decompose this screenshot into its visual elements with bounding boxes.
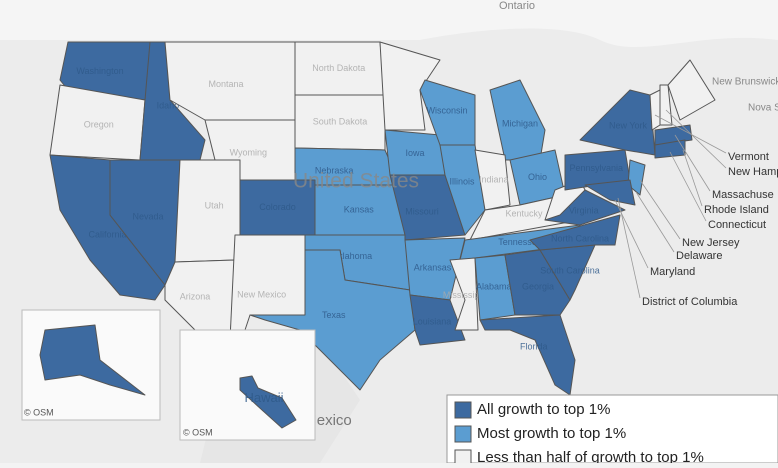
- legend-label: All growth to top 1%: [477, 401, 610, 418]
- state: [39, 324, 146, 396]
- state-label: Nevada: [132, 211, 163, 221]
- state: [249, 249, 416, 391]
- state-label: Michigan: [502, 118, 538, 128]
- leader-line: [617, 197, 641, 299]
- state-label: California: [88, 229, 126, 239]
- state-label: Texas: [322, 310, 346, 320]
- state-label: Colorado: [259, 202, 296, 212]
- state: [449, 257, 479, 331]
- state-label: Pennsylvania: [569, 163, 623, 173]
- state: [504, 249, 571, 316]
- leader-line: [614, 199, 649, 269]
- state-label: Wyoming: [230, 148, 267, 158]
- annotation: New Hamps: [728, 166, 778, 178]
- state: [659, 84, 673, 126]
- state-label: Louisiana: [413, 316, 452, 326]
- state-label: Wisconsin: [426, 105, 467, 115]
- state-label: Alabama: [476, 281, 512, 291]
- state-label: North Carolina: [551, 233, 609, 243]
- leader-line: [674, 134, 711, 192]
- state: [389, 174, 466, 241]
- state-label: Kansas: [344, 204, 375, 214]
- legend-label: Most growth to top 1%: [477, 425, 626, 442]
- legend: [446, 394, 778, 464]
- state: [409, 294, 466, 346]
- legend-items: All growth to top 1% Most growth to top 1…: [454, 401, 704, 467]
- annotation: New Jersey: [682, 237, 740, 249]
- annotation: Maryland: [650, 266, 695, 278]
- state-label: Tennessee: [498, 237, 542, 247]
- leader-line: [639, 179, 681, 240]
- state: [174, 159, 241, 263]
- canada: [0, 0, 778, 48]
- state-label: Missouri: [405, 206, 439, 216]
- legend-swatch: [454, 425, 472, 443]
- state-label: New Mexico: [237, 289, 286, 299]
- state-label: Indiana: [479, 174, 509, 184]
- state: [667, 59, 716, 121]
- legend-label: Less than half of growth to top 1%: [477, 449, 704, 463]
- state-label: Oklahoma: [331, 251, 372, 261]
- state-label: Mississippi: [443, 290, 487, 300]
- state-label: Florida: [520, 341, 548, 351]
- annotations: Vermont New Hamps Massachuse Rhode Island Co…: [614, 77, 778, 308]
- state-label: Virginia: [569, 206, 599, 216]
- state: [489, 79, 546, 161]
- leader-line: [635, 191, 675, 253]
- state-label: Ohio: [528, 172, 547, 182]
- place-label: Ontario: [499, 0, 535, 12]
- state-label: Kentucky: [505, 208, 543, 218]
- leader-line: [665, 109, 727, 169]
- state: [239, 375, 297, 429]
- state-label: Arkansas: [414, 263, 452, 273]
- state-label: Arizona: [180, 291, 211, 301]
- state-label: Illinois: [449, 176, 475, 186]
- state-label: Nebraska: [315, 166, 354, 176]
- state-label: Oregon: [84, 119, 114, 129]
- states: Washington Oregon California Nevada Idaho Mon…: [49, 41, 716, 396]
- annotation: District of Columbia: [642, 296, 738, 308]
- state-label: Iowa: [405, 148, 424, 158]
- state: [529, 214, 621, 251]
- legend-swatch: [454, 449, 472, 467]
- state-label: North Dakota: [312, 63, 365, 73]
- state-label: Utah: [205, 201, 224, 211]
- annotation: Massachuse: [712, 189, 774, 201]
- annotation: Rhode Island: [704, 204, 769, 216]
- place-label: Nova Scotia: [748, 103, 778, 114]
- state: [379, 41, 441, 131]
- attribution: © OSM: [183, 427, 213, 437]
- state-label: New York: [609, 120, 648, 130]
- state-label: South Carolina: [540, 266, 600, 276]
- attribution: © OSM: [24, 407, 54, 417]
- state-label: Georgia: [522, 281, 554, 291]
- state: [649, 89, 661, 131]
- place-label: Mexico: [304, 412, 352, 429]
- state: [584, 179, 636, 206]
- state-label: Idaho: [157, 101, 180, 111]
- annotation: Connecticut: [708, 219, 766, 231]
- place-label: New Brunswick: [712, 77, 778, 88]
- state: [627, 159, 646, 196]
- country-label: United States: [293, 170, 419, 193]
- state: [479, 314, 576, 396]
- state-label: South Dakota: [313, 116, 368, 126]
- annotation: Vermont: [728, 151, 769, 163]
- leader-line: [669, 151, 707, 222]
- state-label: Montana: [208, 79, 243, 89]
- state: [439, 144, 486, 236]
- state-label: Hawaii: [244, 390, 283, 405]
- annotation: Delaware: [676, 250, 722, 262]
- inset-states: Hawaii: [39, 324, 297, 429]
- state-label: Washington: [76, 66, 123, 76]
- legend-swatch: [454, 401, 472, 419]
- leader-line: [682, 149, 703, 207]
- state: [474, 149, 511, 211]
